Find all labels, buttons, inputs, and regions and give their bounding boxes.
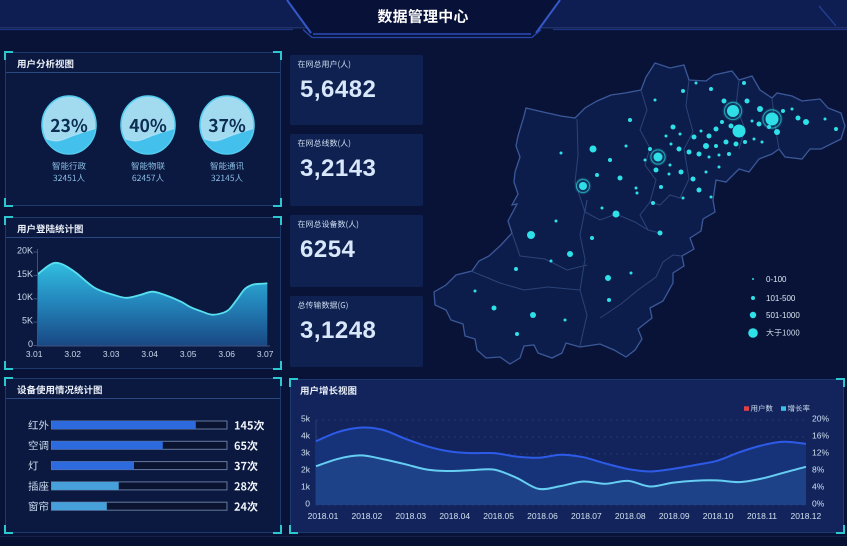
svg-text:3k: 3k <box>301 448 311 458</box>
svg-text:20%: 20% <box>812 414 829 424</box>
svg-text:0-100: 0-100 <box>766 275 787 284</box>
svg-text:2k: 2k <box>301 465 311 475</box>
svg-text:2018.11: 2018.11 <box>747 511 777 521</box>
svg-text:2018.04: 2018.04 <box>439 511 470 521</box>
svg-text:3.01: 3.01 <box>26 349 43 359</box>
svg-text:0: 0 <box>305 499 310 509</box>
svg-text:15K: 15K <box>17 269 33 279</box>
svg-text:2018.05: 2018.05 <box>483 511 514 521</box>
svg-text:2018.10: 2018.10 <box>703 511 734 521</box>
svg-text:2018.01: 2018.01 <box>308 511 339 521</box>
svg-text:0%: 0% <box>812 499 825 509</box>
svg-text:16%: 16% <box>812 431 829 441</box>
svg-text:3.06: 3.06 <box>218 349 235 359</box>
svg-text:2018.07: 2018.07 <box>571 511 602 521</box>
svg-text:12%: 12% <box>812 448 829 458</box>
svg-text:3.03: 3.03 <box>103 349 120 359</box>
svg-text:2018.09: 2018.09 <box>659 511 690 521</box>
svg-text:20K: 20K <box>17 246 33 256</box>
svg-text:1k: 1k <box>301 482 311 492</box>
svg-text:4k: 4k <box>301 431 311 441</box>
svg-text:3.04: 3.04 <box>141 349 158 359</box>
svg-text:3.02: 3.02 <box>64 349 81 359</box>
svg-text:2018.03: 2018.03 <box>395 511 426 521</box>
svg-text:4%: 4% <box>812 482 825 492</box>
svg-text:101-500: 101-500 <box>766 294 796 303</box>
svg-text:2018.06: 2018.06 <box>527 511 558 521</box>
svg-text:3.05: 3.05 <box>180 349 197 359</box>
svg-text:2018.12: 2018.12 <box>791 511 822 521</box>
svg-text:10K: 10K <box>17 292 33 302</box>
svg-text:5k: 5k <box>301 414 311 424</box>
svg-text:501-1000: 501-1000 <box>766 311 800 320</box>
svg-text:2018.02: 2018.02 <box>352 511 383 521</box>
svg-text:8%: 8% <box>812 465 825 475</box>
svg-text:5K: 5K <box>22 316 33 326</box>
svg-text:3.07: 3.07 <box>257 349 274 359</box>
svg-text:2018.08: 2018.08 <box>615 511 646 521</box>
svg-text:0: 0 <box>28 339 33 349</box>
